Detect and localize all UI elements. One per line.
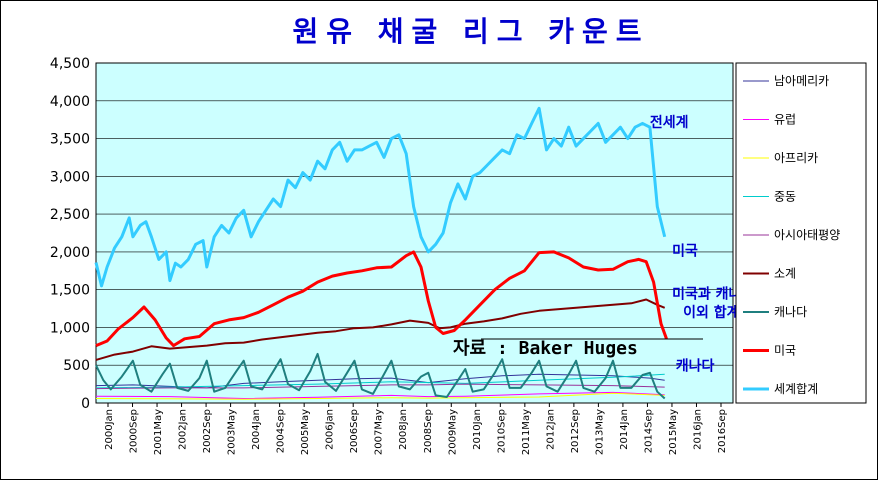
annotation-label-0: 전세계 xyxy=(650,114,689,131)
legend-label-4: 아시아태평양 xyxy=(774,228,840,242)
x-axis-ticks: 2000Jan 2000Sep 2001May 2002Jan 2002Sep 2003M… xyxy=(104,403,728,455)
annotation-label-1: 미국 xyxy=(672,244,698,260)
x-tick-label: 2013May xyxy=(594,409,605,455)
x-tick-label: 2014Jan xyxy=(619,409,630,450)
series-line-3 xyxy=(95,373,665,389)
series-line-8 xyxy=(94,106,667,288)
x-tick-label: 2012Jan xyxy=(545,409,556,450)
x-tick-label: 2005May xyxy=(300,409,311,455)
x-tick-label: 2016Sep xyxy=(717,409,728,453)
x-tick-label: 2008Jan xyxy=(398,409,409,450)
y-tick-label: 3,500 xyxy=(50,132,90,148)
x-tick-label: 2003May xyxy=(227,409,238,455)
y-tick-label: 1,500 xyxy=(50,283,90,299)
y-tick-label: 500 xyxy=(63,358,90,374)
x-tick-label: 2002Jan xyxy=(178,409,189,450)
chart-title: 원유 채굴 리그 카운트 xyxy=(292,15,649,48)
legend-label-2: 아프리카 xyxy=(774,151,818,165)
y-tick-label: 3,000 xyxy=(50,169,90,185)
x-tick-label: 2004Sep xyxy=(276,409,287,453)
source-note: 자료 : Baker Huges xyxy=(453,338,638,359)
x-tick-label: 2002Sep xyxy=(202,409,213,453)
series-lines xyxy=(94,106,668,400)
y-tick-label: 2,000 xyxy=(50,245,90,261)
x-tick-label: 2008Sep xyxy=(423,409,434,453)
x-tick-label: 2009May xyxy=(447,409,458,455)
annotation-label-4: 캐나다 xyxy=(676,359,715,375)
y-axis-ticks: 0 500 1,000 1,500 2,000 2,500 3,000 3,500 4,000 4… xyxy=(50,56,90,412)
y-tick-label: 0 xyxy=(81,396,90,412)
x-tick-label: 2016Jan xyxy=(692,409,703,450)
x-tick-label: 2012Sep xyxy=(570,409,581,453)
legend-label-3: 중동 xyxy=(774,190,796,204)
x-tick-label: 2000Jan xyxy=(104,409,115,450)
x-tick-label: 2014Sep xyxy=(643,409,654,453)
series-line-0 xyxy=(95,373,665,389)
series-line-4 xyxy=(95,383,665,390)
x-tick-label: 2000Sep xyxy=(129,409,140,453)
x-tick-label: 2007May xyxy=(374,409,385,455)
y-tick-label: 4,000 xyxy=(50,94,90,110)
x-tick-label: 2011May xyxy=(521,409,532,455)
legend-label-6: 캐나다 xyxy=(774,305,807,319)
series-line-2 xyxy=(95,392,665,400)
grid-lines xyxy=(96,62,733,404)
annotation-label-3: 이외 합계 xyxy=(683,304,739,321)
legend-label-1: 유럽 xyxy=(774,113,796,127)
series-line-1 xyxy=(95,391,665,399)
x-tick-label: 2006Jan xyxy=(325,409,336,450)
series-line-5 xyxy=(95,298,666,361)
series-line-6 xyxy=(95,352,666,400)
legend-label-8: 세계합계 xyxy=(774,382,818,396)
x-tick-label: 2001May xyxy=(153,409,164,455)
x-tick-label: 2004Jan xyxy=(251,409,262,450)
x-tick-label: 2010Jan xyxy=(472,409,483,450)
y-tick-label: 1,000 xyxy=(50,320,90,336)
series-line-7 xyxy=(95,250,668,348)
x-tick-label: 2015May xyxy=(668,409,679,455)
legend-label-7: 미국 xyxy=(774,344,796,358)
x-tick-label: 2010Sep xyxy=(496,409,507,453)
x-tick-label: 2006Sep xyxy=(349,409,360,453)
annotation-label-2: 미국과 캐나다 xyxy=(672,287,754,303)
y-tick-label: 2,500 xyxy=(50,207,90,223)
y-tick-label: 4,500 xyxy=(50,56,90,72)
legend-label-0: 남아메리카 xyxy=(774,74,829,88)
legend-label-5: 소계 xyxy=(774,267,796,281)
